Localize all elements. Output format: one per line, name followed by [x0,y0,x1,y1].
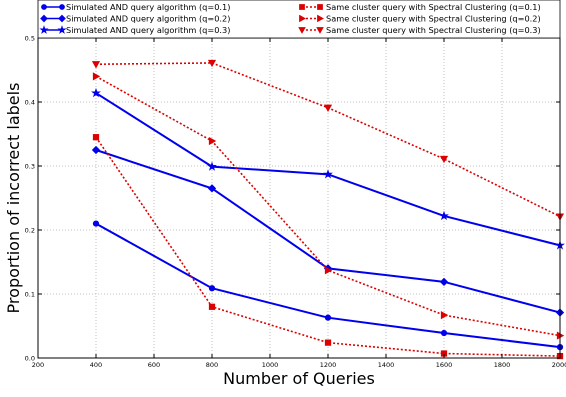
data-point [208,285,216,292]
data-point [440,311,449,320]
y-tick-label: 0.4 [25,99,35,107]
legend-label: Simulated AND query algorithm (q=0.1) [66,2,230,12]
y-tick-label: 0.5 [25,35,35,43]
legend-entry: Simulated AND query algorithm (q=0.3) [39,25,230,35]
legend-entry: Simulated AND query algorithm (q=0.1) [41,2,230,12]
y-tick-label: 0.1 [25,291,35,299]
data-point [92,220,100,227]
x-tick-label: 200 [32,361,44,369]
data-point [439,155,449,164]
data-point [207,184,217,193]
legend-label: Same cluster query with Spectral Cluster… [326,2,541,12]
series-line [95,75,561,337]
data-point [208,303,216,310]
data-point [207,161,217,171]
legend-entry: Same cluster query with Spectral Cluster… [299,14,541,24]
data-point [208,136,217,146]
x-tick-label: 1600 [436,361,453,369]
data-point [91,61,101,69]
data-point [324,266,333,275]
x-tick-label: 1400 [378,361,395,369]
data-point [439,210,449,221]
x-tick-label: 1000 [262,361,279,369]
x-tick-label: 800 [206,361,218,369]
series [91,87,565,250]
series [92,72,565,340]
legend: Simulated AND query algorithm (q=0.1) Sim… [37,0,561,39]
x-tick-label: 400 [90,361,102,369]
y-tick-label: 0.3 [25,163,35,171]
legend-label: Same cluster query with Spectral Cluster… [326,25,541,35]
data-point [92,134,100,141]
data-point [323,104,333,112]
x-tick-label: 600 [148,361,160,369]
data-point [440,329,448,337]
legend-marker-start [299,14,306,23]
data-point [324,339,332,346]
legend-label: Same cluster query with Spectral Cluster… [326,14,541,24]
data-point [91,145,101,155]
x-axis-label: Number of Queries [223,369,375,388]
legend-marker-end [58,14,66,23]
data-point [324,314,332,321]
legend-entry: Same cluster query with Spectral Cluster… [298,25,541,35]
legend-marker-start [39,25,49,34]
y-tick-label: 0.0 [25,355,35,363]
legend-marker-end [317,14,324,23]
legend-entry: Simulated AND query algorithm (q=0.2) [40,14,230,24]
legend-marker-start [299,4,305,10]
legend-box [37,0,561,39]
x-tick-label: 1200 [320,361,337,369]
legend-marker-start [40,14,48,23]
series [92,134,564,360]
series [92,220,564,351]
legend-marker-end [59,4,65,10]
legend-label: Simulated AND query algorithm (q=0.3) [66,25,230,35]
legend-marker-end [316,27,324,34]
plot-series [91,59,565,360]
legend-marker-start [298,27,306,34]
data-point [207,59,217,68]
legend-label: Simulated AND query algorithm (q=0.2) [66,14,230,24]
y-axis-label: Proportion of incorrect labels [4,83,23,314]
series-line [95,136,561,357]
data-point [92,72,101,81]
legend-marker-end [57,25,67,34]
legend-marker-start [41,4,47,10]
data-point [323,169,333,179]
data-point [439,277,449,286]
legend-marker-end [317,4,323,10]
legend-entry: Same cluster query with Spectral Cluster… [299,2,541,12]
data-point [91,87,101,98]
x-tick-label: 1800 [494,361,511,369]
y-tick-label: 0.2 [25,227,35,235]
